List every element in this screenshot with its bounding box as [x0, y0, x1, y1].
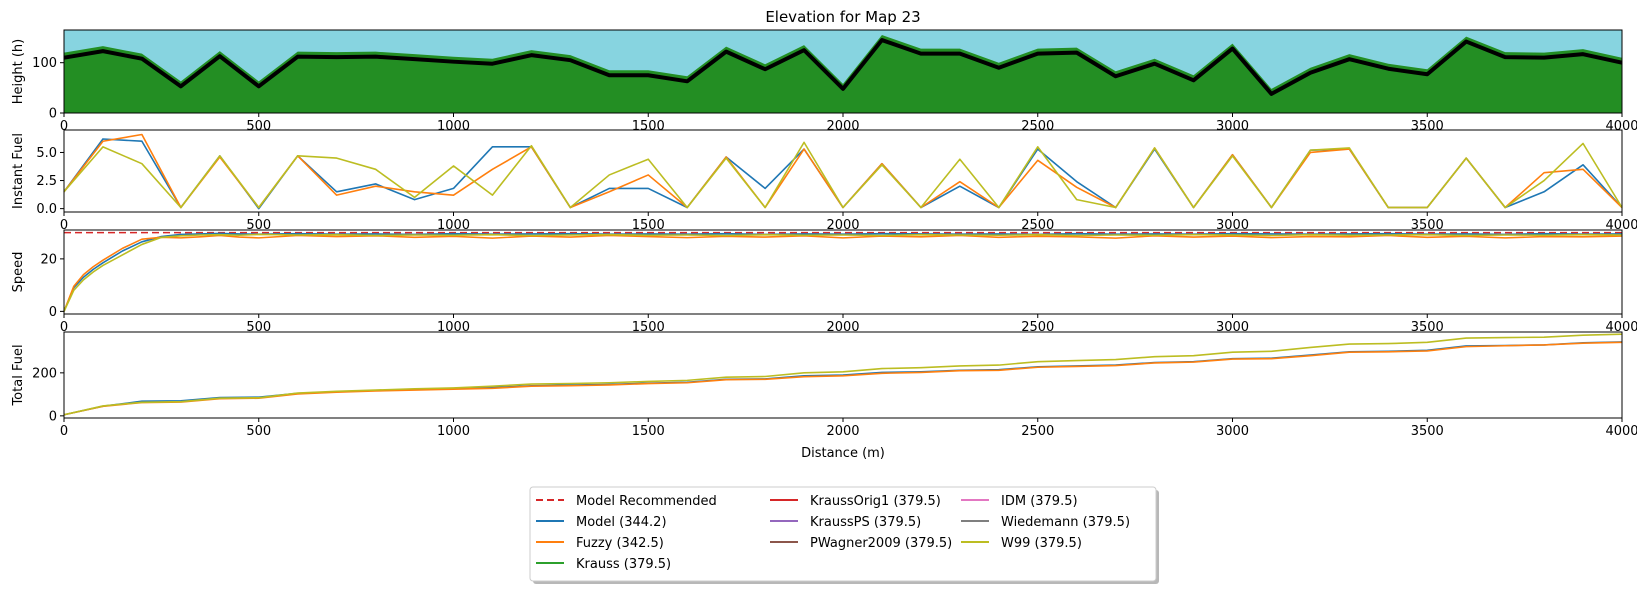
terrain-area	[64, 35, 1622, 113]
x-tick-label: 3500	[1411, 218, 1444, 233]
y-axis-title: Total Fuel	[11, 344, 26, 406]
x-tick-label: 4000	[1605, 119, 1637, 134]
x-tick-label: 500	[246, 320, 271, 335]
y-tick-label: 2.5	[36, 174, 57, 189]
x-tick-label: 2000	[826, 119, 859, 134]
y-tick-label: 200	[32, 366, 57, 381]
line-w99	[63, 333, 1623, 416]
x-tick-label: 0	[60, 320, 68, 335]
y-axis-title: Instant Fuel	[11, 133, 26, 209]
panel-speed: 0 20 0 500 1000 1500 2000 2500 3000 3500 4000 Speed	[11, 229, 1637, 335]
x-tick-label: 1000	[437, 320, 470, 335]
x-tick-label: 1500	[632, 320, 665, 335]
x-tick-label: 0	[60, 218, 68, 233]
x-tick-label: 1000	[437, 119, 470, 134]
y-tick-label: 0.0	[36, 202, 57, 217]
legend: Model Recommended Model (344.2) Fuzzy (342…	[529, 486, 1159, 584]
y-tick-label: 0	[49, 107, 57, 122]
y-tick-label: 0	[49, 305, 57, 320]
line-model	[63, 341, 1623, 416]
legend-label: KraussPS (379.5)	[810, 515, 921, 530]
x-tick-label: 2000	[826, 424, 859, 439]
x-axis-title: Distance (m)	[801, 446, 885, 461]
legend-label: Krauss (379.5)	[576, 557, 671, 572]
legend-label: W99 (379.5)	[1001, 536, 1082, 551]
x-tick-label: 1500	[632, 119, 665, 134]
legend-label: PWagner2009 (379.5)	[810, 536, 952, 551]
line-fuzzy	[63, 234, 1623, 312]
y-tick-label: 100	[32, 56, 57, 71]
x-tick-label: 3000	[1216, 119, 1249, 134]
x-tick-label: 3000	[1216, 424, 1249, 439]
panel-instant_fuel: 0.0 2.5 5.0 0 500 1000 1500 2000 2500 3000 3500 400…	[11, 129, 1637, 233]
line-fuzzy	[63, 133, 1623, 209]
x-tick-label: 3000	[1216, 320, 1249, 335]
line-model	[63, 138, 1623, 210]
line-w99	[63, 141, 1623, 209]
x-tick-label: 0	[60, 119, 68, 134]
x-tick-label: 3500	[1411, 320, 1444, 335]
x-tick-label: 2500	[1021, 119, 1054, 134]
x-tick-label: 3500	[1411, 119, 1444, 134]
y-tick-label: 5.0	[36, 146, 57, 161]
legend-label: IDM (379.5)	[1001, 494, 1078, 509]
line-w99	[63, 233, 1623, 312]
x-tick-label: 500	[246, 119, 271, 134]
y-axis-title: Height (h)	[11, 39, 26, 105]
x-tick-label: 1500	[632, 424, 665, 439]
x-tick-label: 2500	[1021, 424, 1054, 439]
legend-label: KraussOrig1 (379.5)	[810, 494, 941, 509]
elevation-line	[63, 38, 1623, 96]
legend-label: Wiedemann (379.5)	[1001, 515, 1130, 530]
y-tick-label: 20	[40, 252, 57, 267]
x-tick-label: 4000	[1605, 218, 1637, 233]
x-tick-label: 3500	[1411, 424, 1444, 439]
x-tick-label: 0	[60, 424, 68, 439]
y-axis-title: Speed	[11, 252, 26, 293]
x-tick-label: 2500	[1021, 218, 1054, 233]
x-tick-label: 4000	[1605, 424, 1637, 439]
legend-label: Model Recommended	[576, 494, 717, 509]
x-tick-label: 3000	[1216, 218, 1249, 233]
axes-frame	[63, 129, 1623, 213]
line-model	[63, 232, 1623, 312]
y-tick-label: 0	[49, 409, 57, 424]
line-fuzzy	[63, 341, 1623, 416]
legend-box	[529, 486, 1157, 582]
x-tick-label: 2500	[1021, 320, 1054, 335]
legend-label: Model (344.2)	[576, 515, 667, 530]
x-tick-label: 1500	[632, 218, 665, 233]
axes-frame	[63, 229, 1623, 315]
x-tick-label: 2000	[826, 320, 859, 335]
x-tick-label: 4000	[1605, 320, 1637, 335]
x-tick-label: 2000	[826, 218, 859, 233]
x-tick-label: 1000	[437, 218, 470, 233]
x-tick-label: 500	[246, 218, 271, 233]
chart-title: Elevation for Map 23	[765, 8, 920, 26]
x-tick-label: 1000	[437, 424, 470, 439]
x-tick-label: 500	[246, 424, 271, 439]
legend-label: Fuzzy (342.5)	[576, 536, 664, 551]
